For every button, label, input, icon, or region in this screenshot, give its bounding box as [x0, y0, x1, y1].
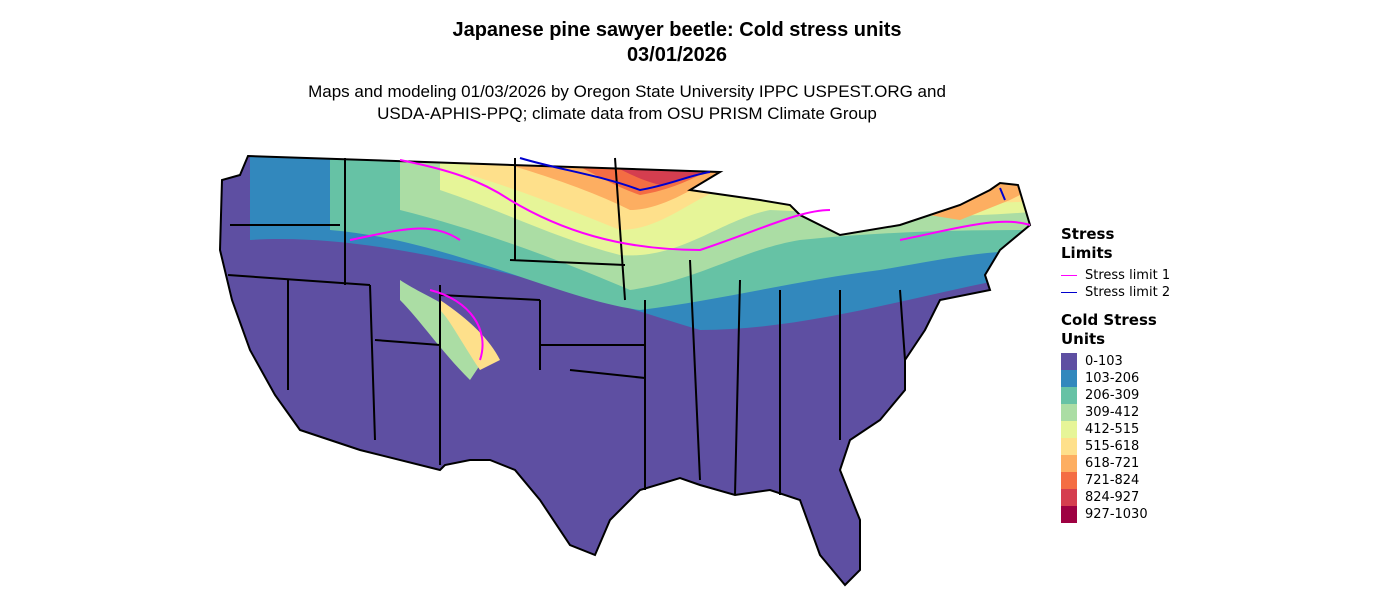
- map-fill: [220, 156, 1030, 585]
- stress-contours: [349, 157, 1031, 361]
- legend-swatch: [1061, 421, 1077, 438]
- legend-swatch: [1061, 370, 1077, 387]
- legend-item: 927-1030: [1061, 506, 1171, 523]
- legend-item: 206-309: [1061, 387, 1171, 404]
- legend-label: 618-721: [1085, 456, 1140, 471]
- legend-swatch: [1061, 438, 1077, 455]
- legend-swatch: [1061, 353, 1077, 370]
- legend-item: 103-206: [1061, 370, 1171, 387]
- map: [219, 155, 1031, 586]
- legend-item: 309-412: [1061, 404, 1171, 421]
- legend-swatch: [1061, 455, 1077, 472]
- map-title: Japanese pine sawyer beetle: Cold stress…: [452, 19, 902, 41]
- legend-limits: Stress limit 1 Stress limit 2: [1061, 267, 1171, 301]
- legend-item: Stress limit 1: [1061, 267, 1171, 284]
- subtitle: USDA-APHIS-PPQ; climate data from OSU PR…: [377, 104, 877, 123]
- legend: Stress Limits Stress limit 1 Stress limit…: [1061, 225, 1171, 523]
- legend-swatch: [1061, 489, 1077, 506]
- legend-swatch: [1061, 404, 1077, 421]
- legend-label: Stress limit 1: [1085, 268, 1171, 283]
- legend-item: 412-515: [1061, 421, 1171, 438]
- legend-swatch: [1061, 275, 1077, 276]
- state-borders: [227, 157, 906, 496]
- legend-swatch: [1061, 472, 1077, 489]
- legend-label: 206-309: [1085, 388, 1140, 403]
- legend-item: 824-927: [1061, 489, 1171, 506]
- legend-swatch: [1061, 387, 1077, 404]
- legend-label: Stress limit 2: [1085, 285, 1171, 300]
- legend-units: 0-103 103-206 206-309 309-412 412-515 515-618…: [1061, 353, 1171, 523]
- legend-label: 927-1030: [1085, 507, 1148, 522]
- legend-label: 412-515: [1085, 422, 1140, 437]
- legend-label: 0-103: [1085, 354, 1123, 369]
- legend-item: 618-721: [1061, 455, 1171, 472]
- legend-item: 0-103: [1061, 353, 1171, 370]
- legend-label: 824-927: [1085, 490, 1140, 505]
- subtitle: Maps and modeling 01/03/2026 by Oregon S…: [308, 82, 946, 101]
- legend-item: 515-618: [1061, 438, 1171, 455]
- legend-item: Stress limit 2: [1061, 284, 1171, 301]
- legend-title: Stress Limits: [1061, 225, 1115, 262]
- map-date: 03/01/2026: [626, 44, 728, 66]
- legend-swatch: [1061, 292, 1077, 293]
- legend-label: 103-206: [1085, 371, 1140, 386]
- legend-label: 309-412: [1085, 405, 1140, 420]
- legend-label: 721-824: [1085, 473, 1140, 488]
- legend-title: Cold Stress Units: [1061, 311, 1157, 348]
- legend-item: 721-824: [1061, 472, 1171, 489]
- legend-label: 515-618: [1085, 439, 1140, 454]
- legend-swatch: [1061, 506, 1077, 523]
